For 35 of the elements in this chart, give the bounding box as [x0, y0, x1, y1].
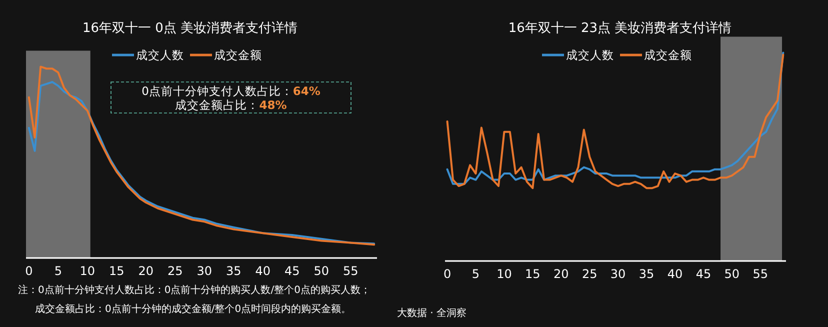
- x-tick-label: 25: [168, 264, 183, 278]
- legend-label: 成交人数: [136, 48, 184, 62]
- x-tick-label: 55: [343, 264, 358, 278]
- x-tick-label: 20: [553, 267, 569, 281]
- chart-title: 16年双十一 0点 美妆消费者支付详情: [82, 20, 298, 36]
- annotation: 0点前十分钟支付人数占比：64%: [142, 84, 321, 98]
- x-tick-label: 45: [284, 264, 300, 278]
- x-tick-label: 15: [109, 264, 124, 278]
- x-tick-label: 50: [724, 267, 740, 281]
- x-tick-label: 45: [696, 267, 712, 281]
- x-tick-label: 30: [196, 264, 212, 278]
- x-tick-label: 40: [255, 264, 271, 278]
- x-tick-label: 35: [226, 264, 242, 278]
- annotation: 成交金额占比：48%: [175, 98, 288, 112]
- legend-label: 成交金额: [214, 48, 262, 62]
- x-tick-label: 0: [25, 264, 33, 278]
- text: 大数据 · 全洞察: [397, 307, 467, 319]
- x-tick-label: 25: [582, 267, 598, 281]
- x-tick-label: 50: [314, 264, 330, 278]
- x-tick-label: 5: [54, 264, 62, 278]
- x-tick-label: 40: [667, 267, 683, 281]
- legend-label: 成交金额: [644, 48, 692, 62]
- x-tick-label: 15: [525, 267, 540, 281]
- x-tick-label: 5: [472, 267, 480, 281]
- x-tick-label: 0: [443, 267, 452, 281]
- x-tick-label: 35: [638, 267, 654, 281]
- x-tick-label: 20: [138, 264, 154, 278]
- x-tick-label: 10: [496, 267, 512, 281]
- x-tick-label: 10: [80, 264, 96, 278]
- chart-title: 16年双十一 23点 美妆消费者支付详情: [508, 20, 732, 36]
- text: 成交金额占比：0点前十分钟的成交金额/整个0点时间段内的购买金额。: [35, 303, 352, 315]
- legend-label: 成交人数: [566, 48, 614, 62]
- x-tick-label: 30: [610, 267, 626, 281]
- text: 注：0点前十分钟支付人数占比：0点前十分钟的购买人数/整个0点的购买人数；: [18, 284, 370, 296]
- x-tick-label: 55: [752, 267, 768, 281]
